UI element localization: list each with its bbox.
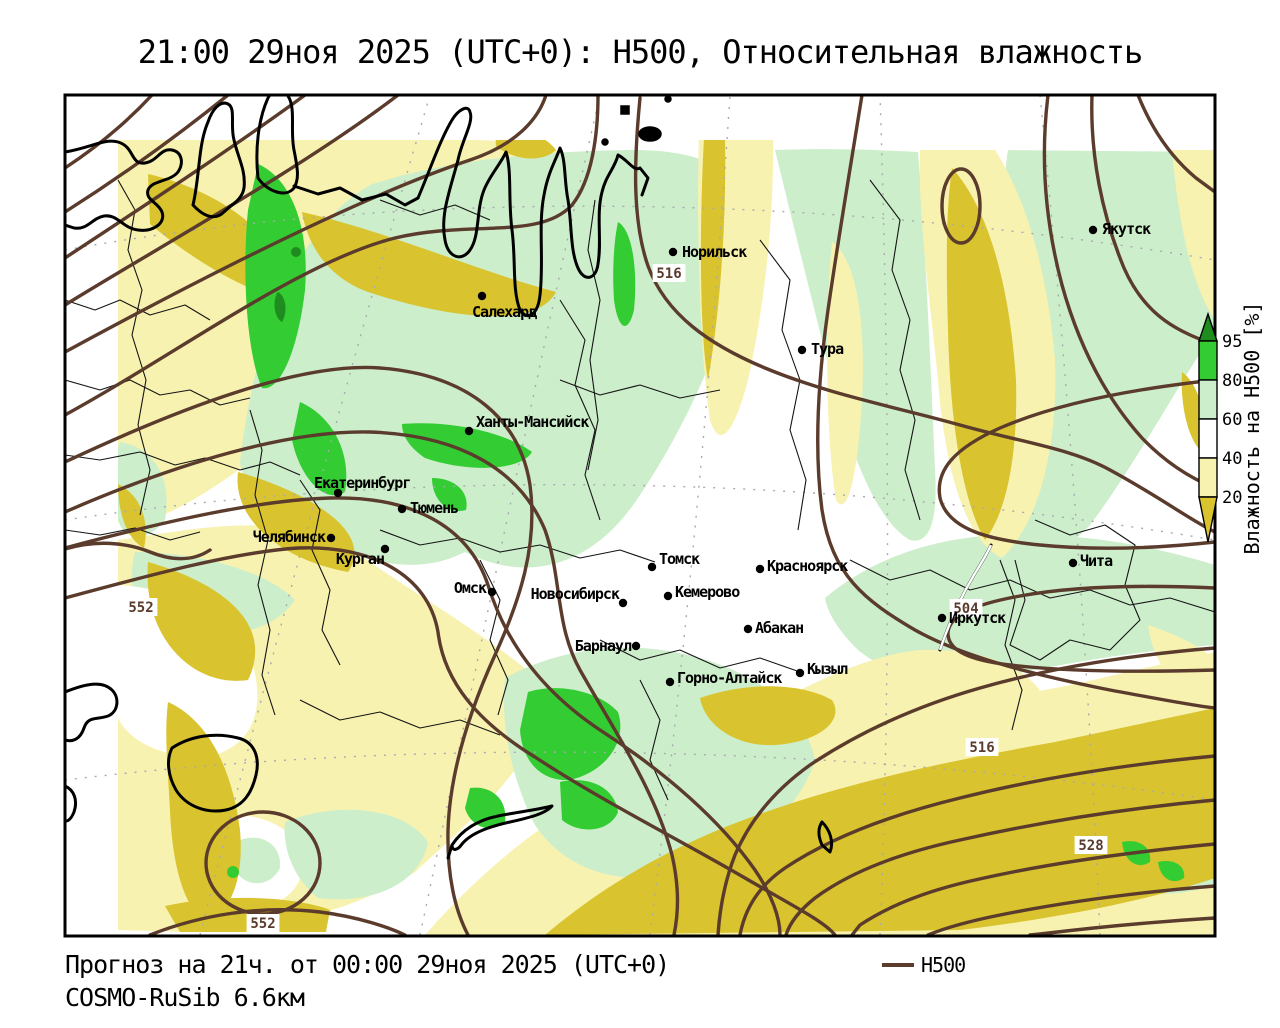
city-label: Тюмень bbox=[410, 499, 458, 517]
city-marker: Иркутск bbox=[937, 609, 1007, 627]
map-border bbox=[63, 93, 1217, 938]
city-label: Томск bbox=[659, 550, 700, 568]
city-dot bbox=[663, 591, 673, 601]
h500-line-icon bbox=[882, 963, 914, 967]
city-label: Тура bbox=[811, 340, 844, 358]
city-label: Курган bbox=[336, 550, 384, 568]
city-marker: Тура bbox=[797, 340, 845, 358]
city-marker: Новосибирск bbox=[531, 585, 628, 608]
city-label: Омск bbox=[454, 579, 487, 597]
city-marker: Барнаул bbox=[575, 637, 641, 655]
city-label: Барнаул bbox=[575, 637, 632, 655]
city-marker: Челябинск bbox=[253, 528, 336, 546]
city-dot bbox=[797, 345, 807, 355]
city-dot bbox=[1068, 558, 1078, 568]
contour-label: 552 bbox=[246, 914, 280, 932]
coastlines bbox=[65, 95, 993, 860]
city-label: Салехард bbox=[472, 303, 537, 321]
city-marker: Красноярск bbox=[755, 557, 849, 575]
city-marker: Горно-Алтайск bbox=[665, 669, 783, 687]
city-label: Красноярск bbox=[767, 557, 848, 575]
svg-text:516: 516 bbox=[656, 266, 681, 282]
colorbar-axis-label: Влажность на H500 [%] bbox=[1240, 302, 1264, 555]
forecast-info: Прогноз на 21ч. от 00:00 29ноя 2025 (UTC… bbox=[65, 950, 670, 979]
city-marker: Ханты-Мансийск bbox=[464, 413, 590, 436]
city-markers: Норильск Якутск Тура Салехард Ханты-Мансийск… bbox=[253, 220, 1152, 687]
city-dot bbox=[668, 247, 678, 257]
city-dot bbox=[333, 488, 343, 498]
city-label: Абакан bbox=[755, 619, 803, 637]
colorbar-tick: 40 bbox=[1222, 449, 1242, 469]
city-label: Ханты-Мансийск bbox=[476, 413, 589, 431]
city-dot bbox=[487, 587, 497, 597]
city-marker: Кемерово bbox=[663, 583, 741, 601]
contour-label: 528 bbox=[1074, 836, 1108, 854]
svg-text:504: 504 bbox=[953, 601, 978, 617]
contour-label: 516 bbox=[652, 264, 686, 282]
city-label: Норильск bbox=[682, 243, 747, 261]
city-label: Кызыл bbox=[807, 660, 848, 678]
city-marker: Абакан bbox=[743, 619, 804, 637]
city-dot bbox=[937, 613, 947, 623]
city-label: Екатеринбург bbox=[314, 474, 410, 492]
colorbar-tick: 95 bbox=[1222, 332, 1242, 352]
city-marker: Омск bbox=[454, 579, 497, 597]
city-dot bbox=[326, 533, 336, 543]
city-dot bbox=[795, 668, 805, 678]
city-marker: Курган bbox=[336, 544, 390, 568]
city-label: Новосибирск bbox=[531, 585, 620, 603]
city-dot bbox=[647, 562, 657, 572]
city-label: Чита bbox=[1080, 552, 1113, 570]
city-label: Кемерово bbox=[675, 583, 740, 601]
city-label: Якутск bbox=[1102, 220, 1151, 238]
city-dot bbox=[618, 598, 628, 608]
city-label: Горно-Алтайск bbox=[677, 669, 782, 687]
h500-legend-label: H500 bbox=[921, 953, 966, 977]
contour-label: 516 bbox=[965, 738, 999, 756]
svg-text:552: 552 bbox=[250, 916, 275, 932]
model-info: COSMO-RuSib 6.6км bbox=[65, 983, 305, 1012]
city-dot bbox=[755, 564, 765, 574]
contour-value-labels: 516 552 504 516 528 552 bbox=[124, 264, 1108, 932]
city-label: Челябинск bbox=[253, 528, 326, 546]
map-title: 21:00 29ноя 2025 (UTC+0): H500, Относите… bbox=[137, 33, 1144, 71]
city-dot bbox=[380, 544, 390, 554]
svg-text:528: 528 bbox=[1078, 838, 1103, 854]
city-dot bbox=[477, 291, 487, 301]
colorbar-tick: 60 bbox=[1222, 410, 1242, 430]
colorbar-ticks: 95 80 60 40 20 bbox=[1222, 332, 1242, 508]
admin-boundaries bbox=[65, 179, 1215, 801]
graticule-lines bbox=[65, 95, 1215, 936]
colorbar-tick: 80 bbox=[1222, 371, 1242, 391]
city-dot bbox=[464, 426, 474, 436]
city-marker: Салехард bbox=[472, 291, 538, 321]
city-marker: Екатеринбург bbox=[314, 474, 411, 498]
svg-text:552: 552 bbox=[128, 600, 153, 616]
city-dot bbox=[1088, 225, 1098, 235]
city-marker: Якутск bbox=[1088, 220, 1152, 238]
h500-legend: H500 bbox=[882, 953, 966, 977]
city-marker: Норильск bbox=[668, 243, 748, 261]
city-marker: Тюмень bbox=[397, 499, 459, 517]
city-label: Иркутск bbox=[949, 609, 1006, 627]
city-marker: Кызыл bbox=[795, 660, 849, 678]
city-dot bbox=[631, 641, 641, 651]
contour-label: 552 bbox=[124, 598, 158, 616]
humidity-colorbar: 95 80 60 40 20 Влажность на H500 [%] bbox=[1198, 302, 1264, 555]
colorbar-tick: 20 bbox=[1222, 488, 1242, 508]
city-dot bbox=[743, 624, 753, 634]
h500-contours bbox=[65, 95, 1215, 936]
city-marker: Томск bbox=[647, 550, 701, 572]
svg-text:516: 516 bbox=[969, 740, 994, 756]
contour-label: 504 bbox=[949, 599, 983, 617]
city-dot bbox=[397, 504, 407, 514]
city-dot bbox=[665, 677, 675, 687]
city-marker: Чита bbox=[1068, 552, 1114, 570]
